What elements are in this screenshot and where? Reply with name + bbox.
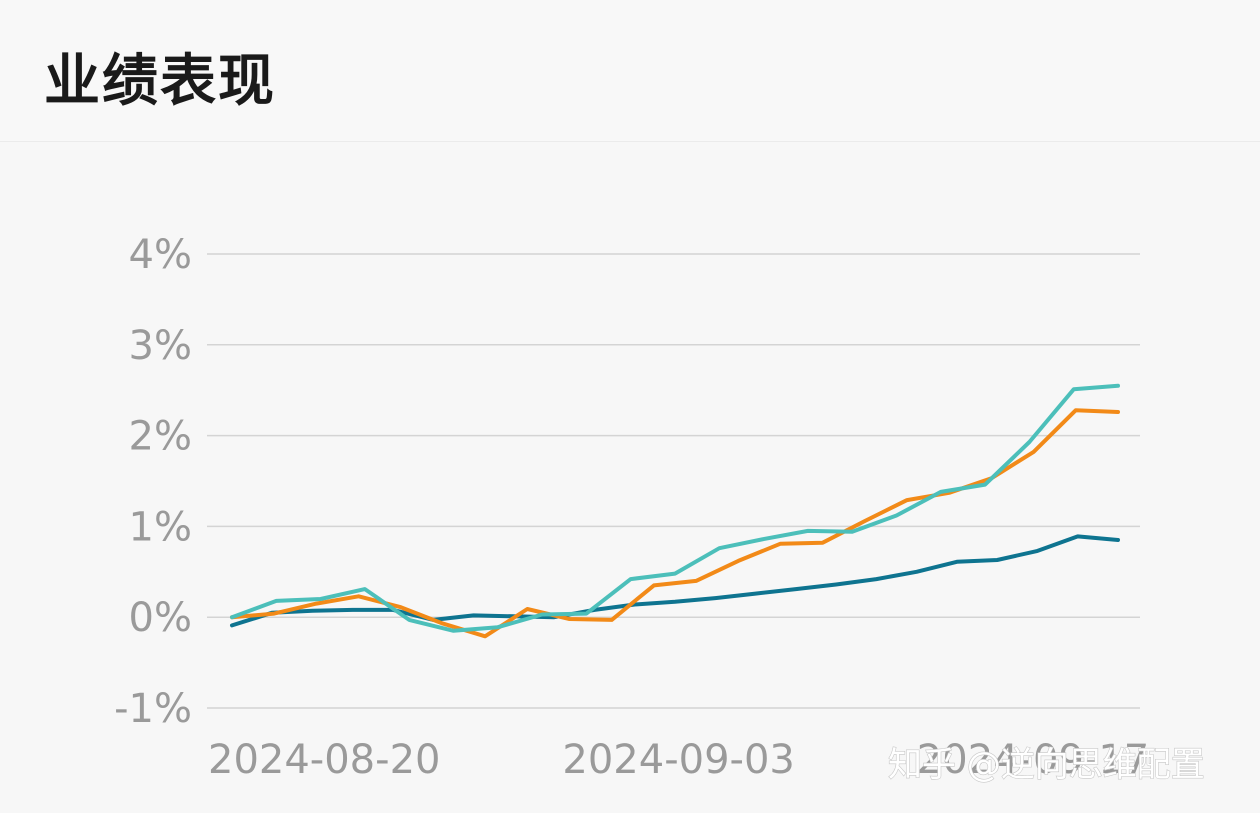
header: 业绩表现 — [0, 0, 1260, 142]
y-tick-label: 1% — [129, 504, 192, 550]
x-tick-label: 2024-08-20 — [208, 737, 440, 783]
series-line-1 — [230, 534, 1120, 628]
series-lines — [230, 383, 1120, 639]
x-axis-ticks: 2024-08-20 2024-09-03 2024-09-17 — [208, 737, 1149, 783]
watermark: 知乎 @逆向思维配置 — [888, 745, 1205, 785]
line-chart: 4%3%2%1%0%-1% 2024-08-20 2024-09-03 2024-0… — [114, 232, 1205, 786]
page-title: 业绩表现 — [44, 49, 276, 114]
y-tick-label: 3% — [129, 323, 192, 369]
x-tick-label: 2024-09-17 — [917, 737, 1149, 783]
y-axis-ticks: 4% 3% 2% 1% 0% -1% — [114, 232, 192, 732]
performance-chart: 4% 3% 2% 1% 0% -1% 2024-08-20 2024-09-03 2024-0… — [0, 142, 1260, 813]
y-tick-label: 4% — [129, 232, 192, 278]
series-line-3 — [230, 383, 1120, 633]
x-tick-label: 2024-09-03 — [562, 737, 794, 783]
y-tick-label: -1% — [114, 686, 192, 732]
y-tick-label: 0% — [129, 595, 192, 641]
grid-lines — [207, 253, 1140, 709]
y-tick-label: 2% — [129, 414, 192, 460]
